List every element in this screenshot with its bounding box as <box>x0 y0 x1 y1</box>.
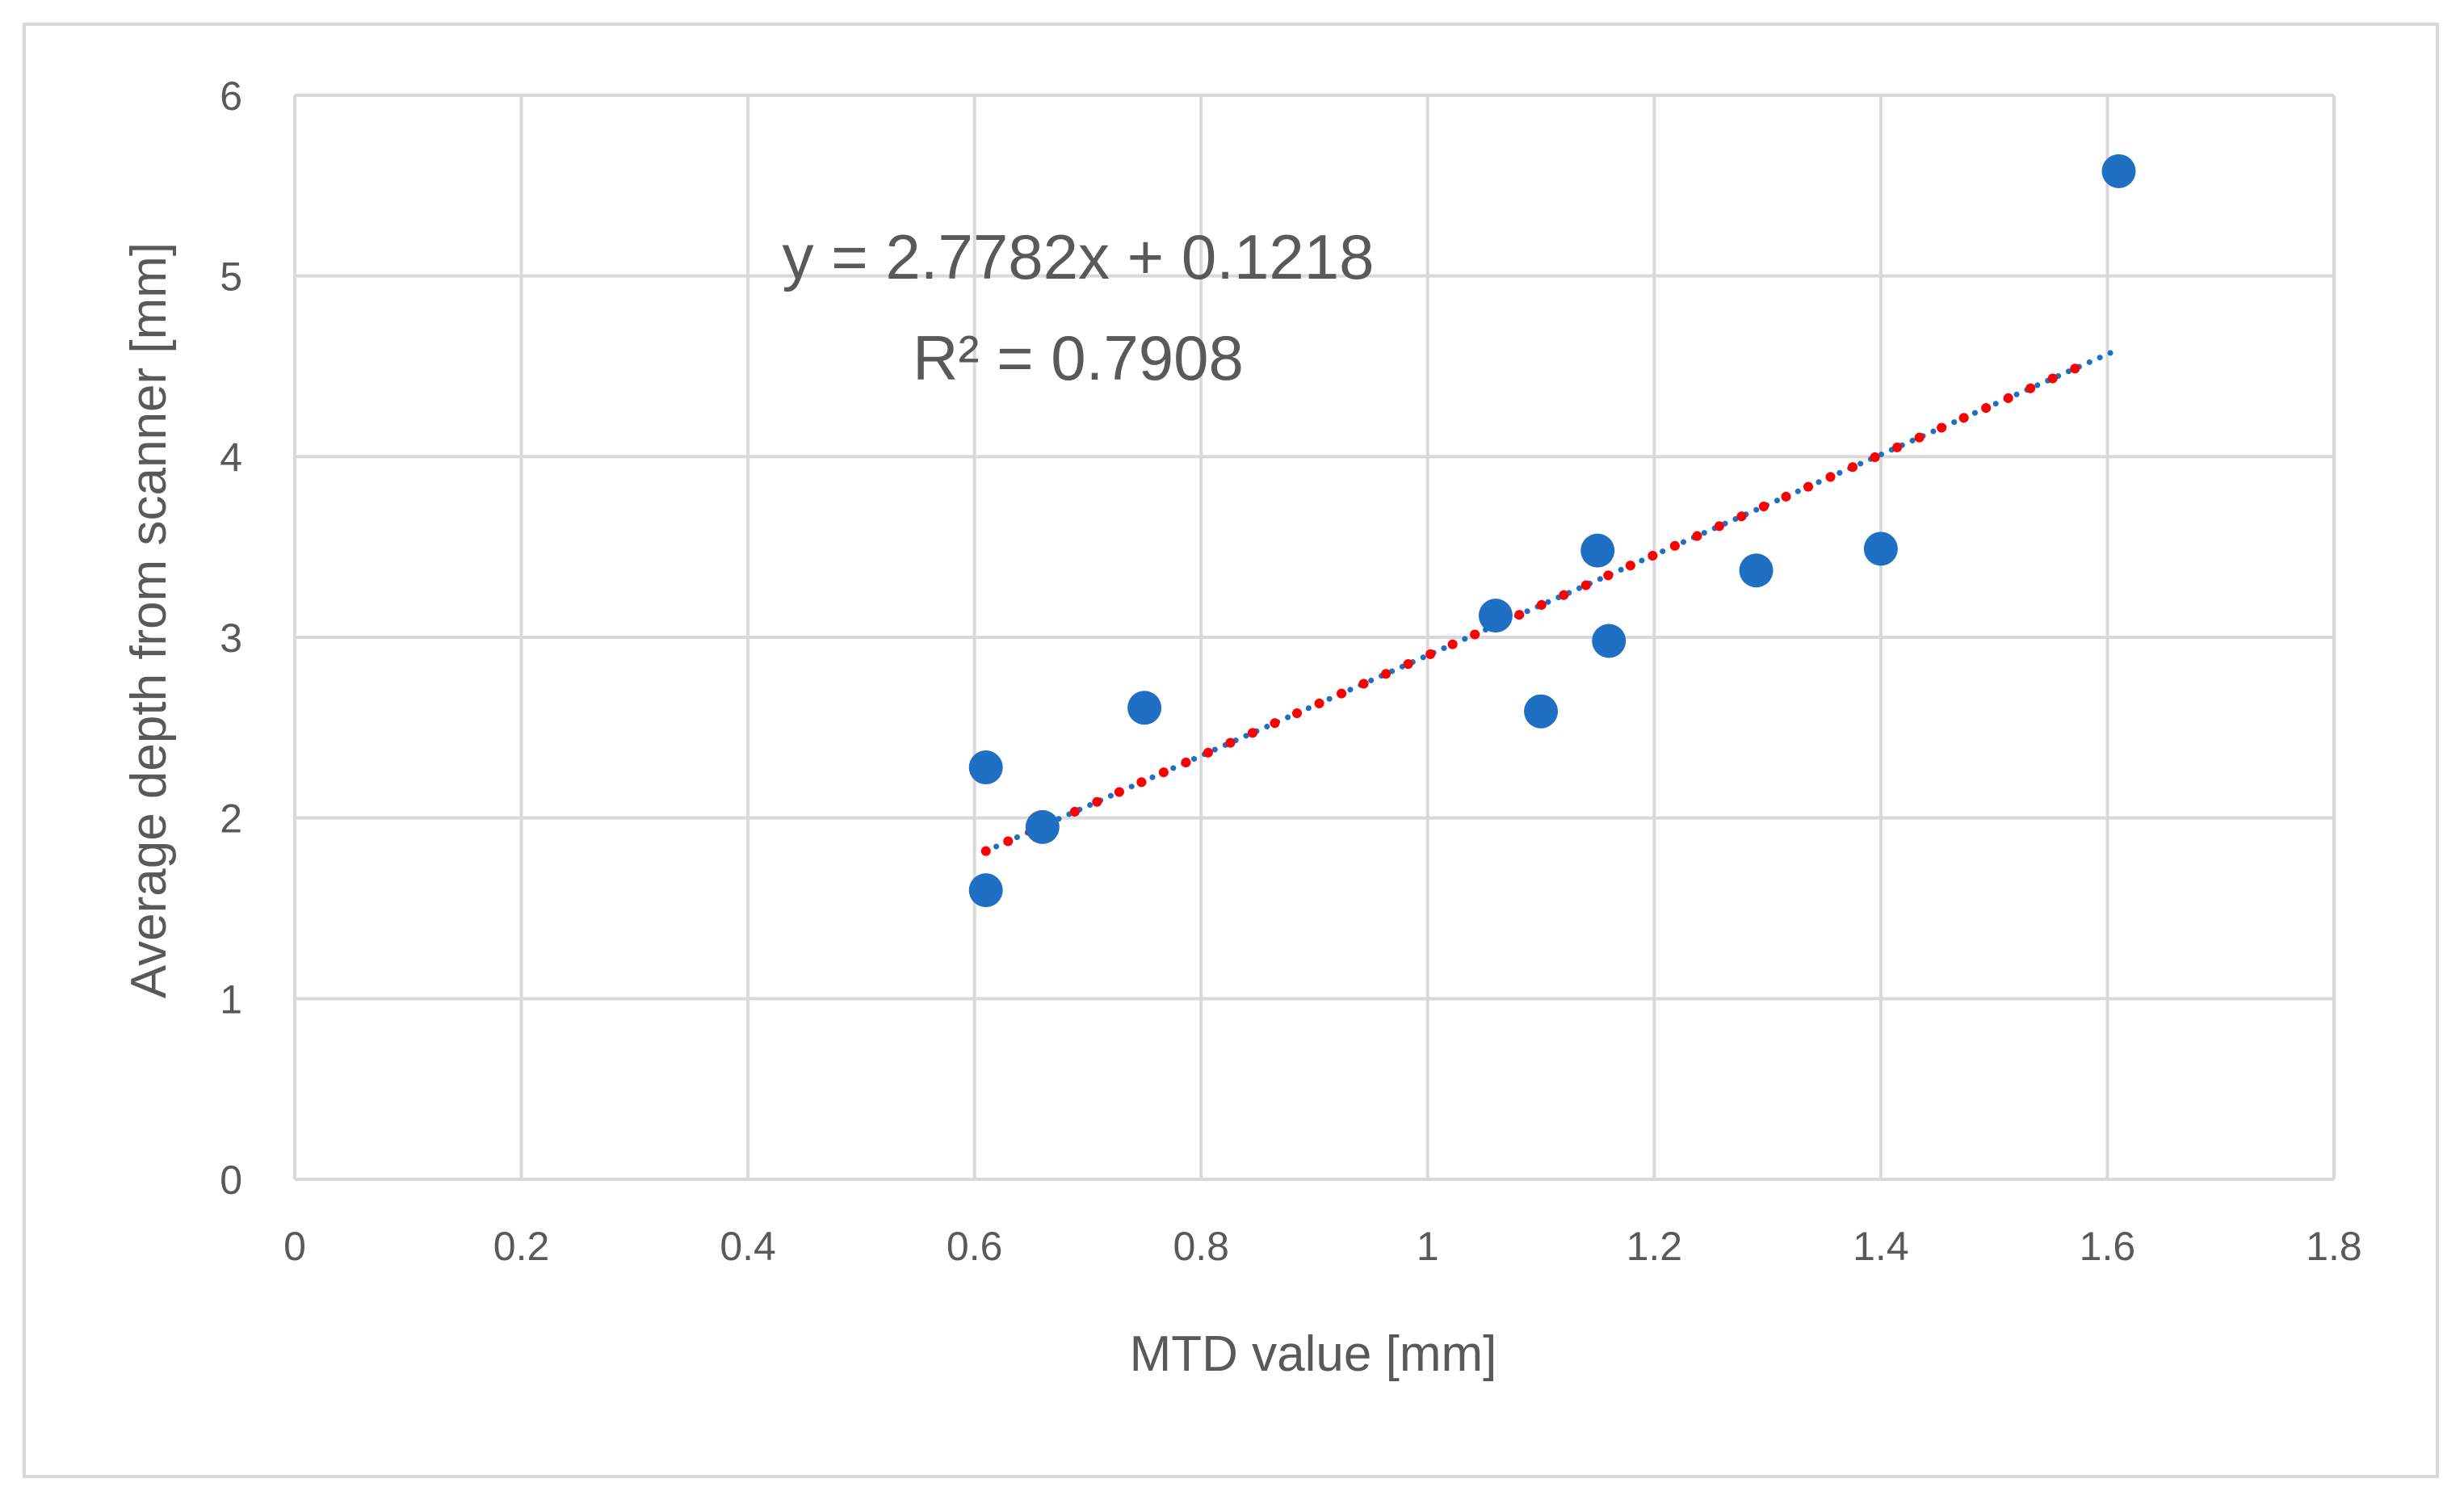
scatter-point <box>2101 153 2136 188</box>
scatter-point <box>1524 694 1559 729</box>
x-tick-label: 0 <box>283 1224 306 1269</box>
x-tick-label: 0.4 <box>720 1224 776 1269</box>
scatter-point <box>1025 809 1060 844</box>
x-axis-tick-labels: 0 0.2 0.4 0.6 0.8 1 1.2 1.4 1.6 1.8 <box>283 1224 2362 1269</box>
x-tick-label: 1.6 <box>2080 1224 2136 1269</box>
y-tick-label: 1 <box>220 977 242 1022</box>
scatter-point <box>1863 531 1898 566</box>
y-axis-title: Average depth from scanner [mm] <box>121 242 177 998</box>
y-tick-label: 4 <box>220 435 242 480</box>
x-tick-label: 0.6 <box>947 1224 1003 1269</box>
grid-lines <box>293 94 2336 1181</box>
x-tick-label: 1.2 <box>1627 1224 1683 1269</box>
trendlines <box>980 346 2122 856</box>
data-points <box>968 153 2136 908</box>
x-tick-label: 1.8 <box>2306 1224 2362 1269</box>
x-tick-label: 0.8 <box>1173 1224 1229 1269</box>
trendline-red-dotted <box>980 359 2090 856</box>
trendline-equation: y = 2.7782x + 0.1218 <box>783 221 1375 292</box>
trendline-blue-dotted <box>983 346 2122 855</box>
y-tick-label: 5 <box>220 254 242 300</box>
scatter-point <box>1478 599 1513 633</box>
scatter-point <box>1592 624 1627 658</box>
chart-frame <box>23 23 2439 1478</box>
y-axis-tick-labels: 0 1 2 3 4 5 6 <box>220 74 242 1203</box>
scatter-point <box>1580 533 1615 568</box>
x-tick-label: 1.4 <box>1853 1224 1909 1269</box>
y-tick-label: 2 <box>220 796 242 842</box>
x-tick-label: 1 <box>1417 1224 1439 1269</box>
y-tick-label: 6 <box>220 74 242 119</box>
x-tick-label: 0.2 <box>493 1224 550 1269</box>
scatter-point <box>1127 691 1162 725</box>
x-axis-title: MTD value [mm] <box>1130 1326 1497 1382</box>
scatter-point <box>1739 553 1773 588</box>
y-tick-label: 3 <box>220 615 242 661</box>
y-tick-label: 0 <box>220 1157 242 1203</box>
scatter-point <box>968 750 1003 785</box>
r-squared-label: R² = 0.7908 <box>913 322 1244 393</box>
scatter-point <box>968 873 1003 908</box>
